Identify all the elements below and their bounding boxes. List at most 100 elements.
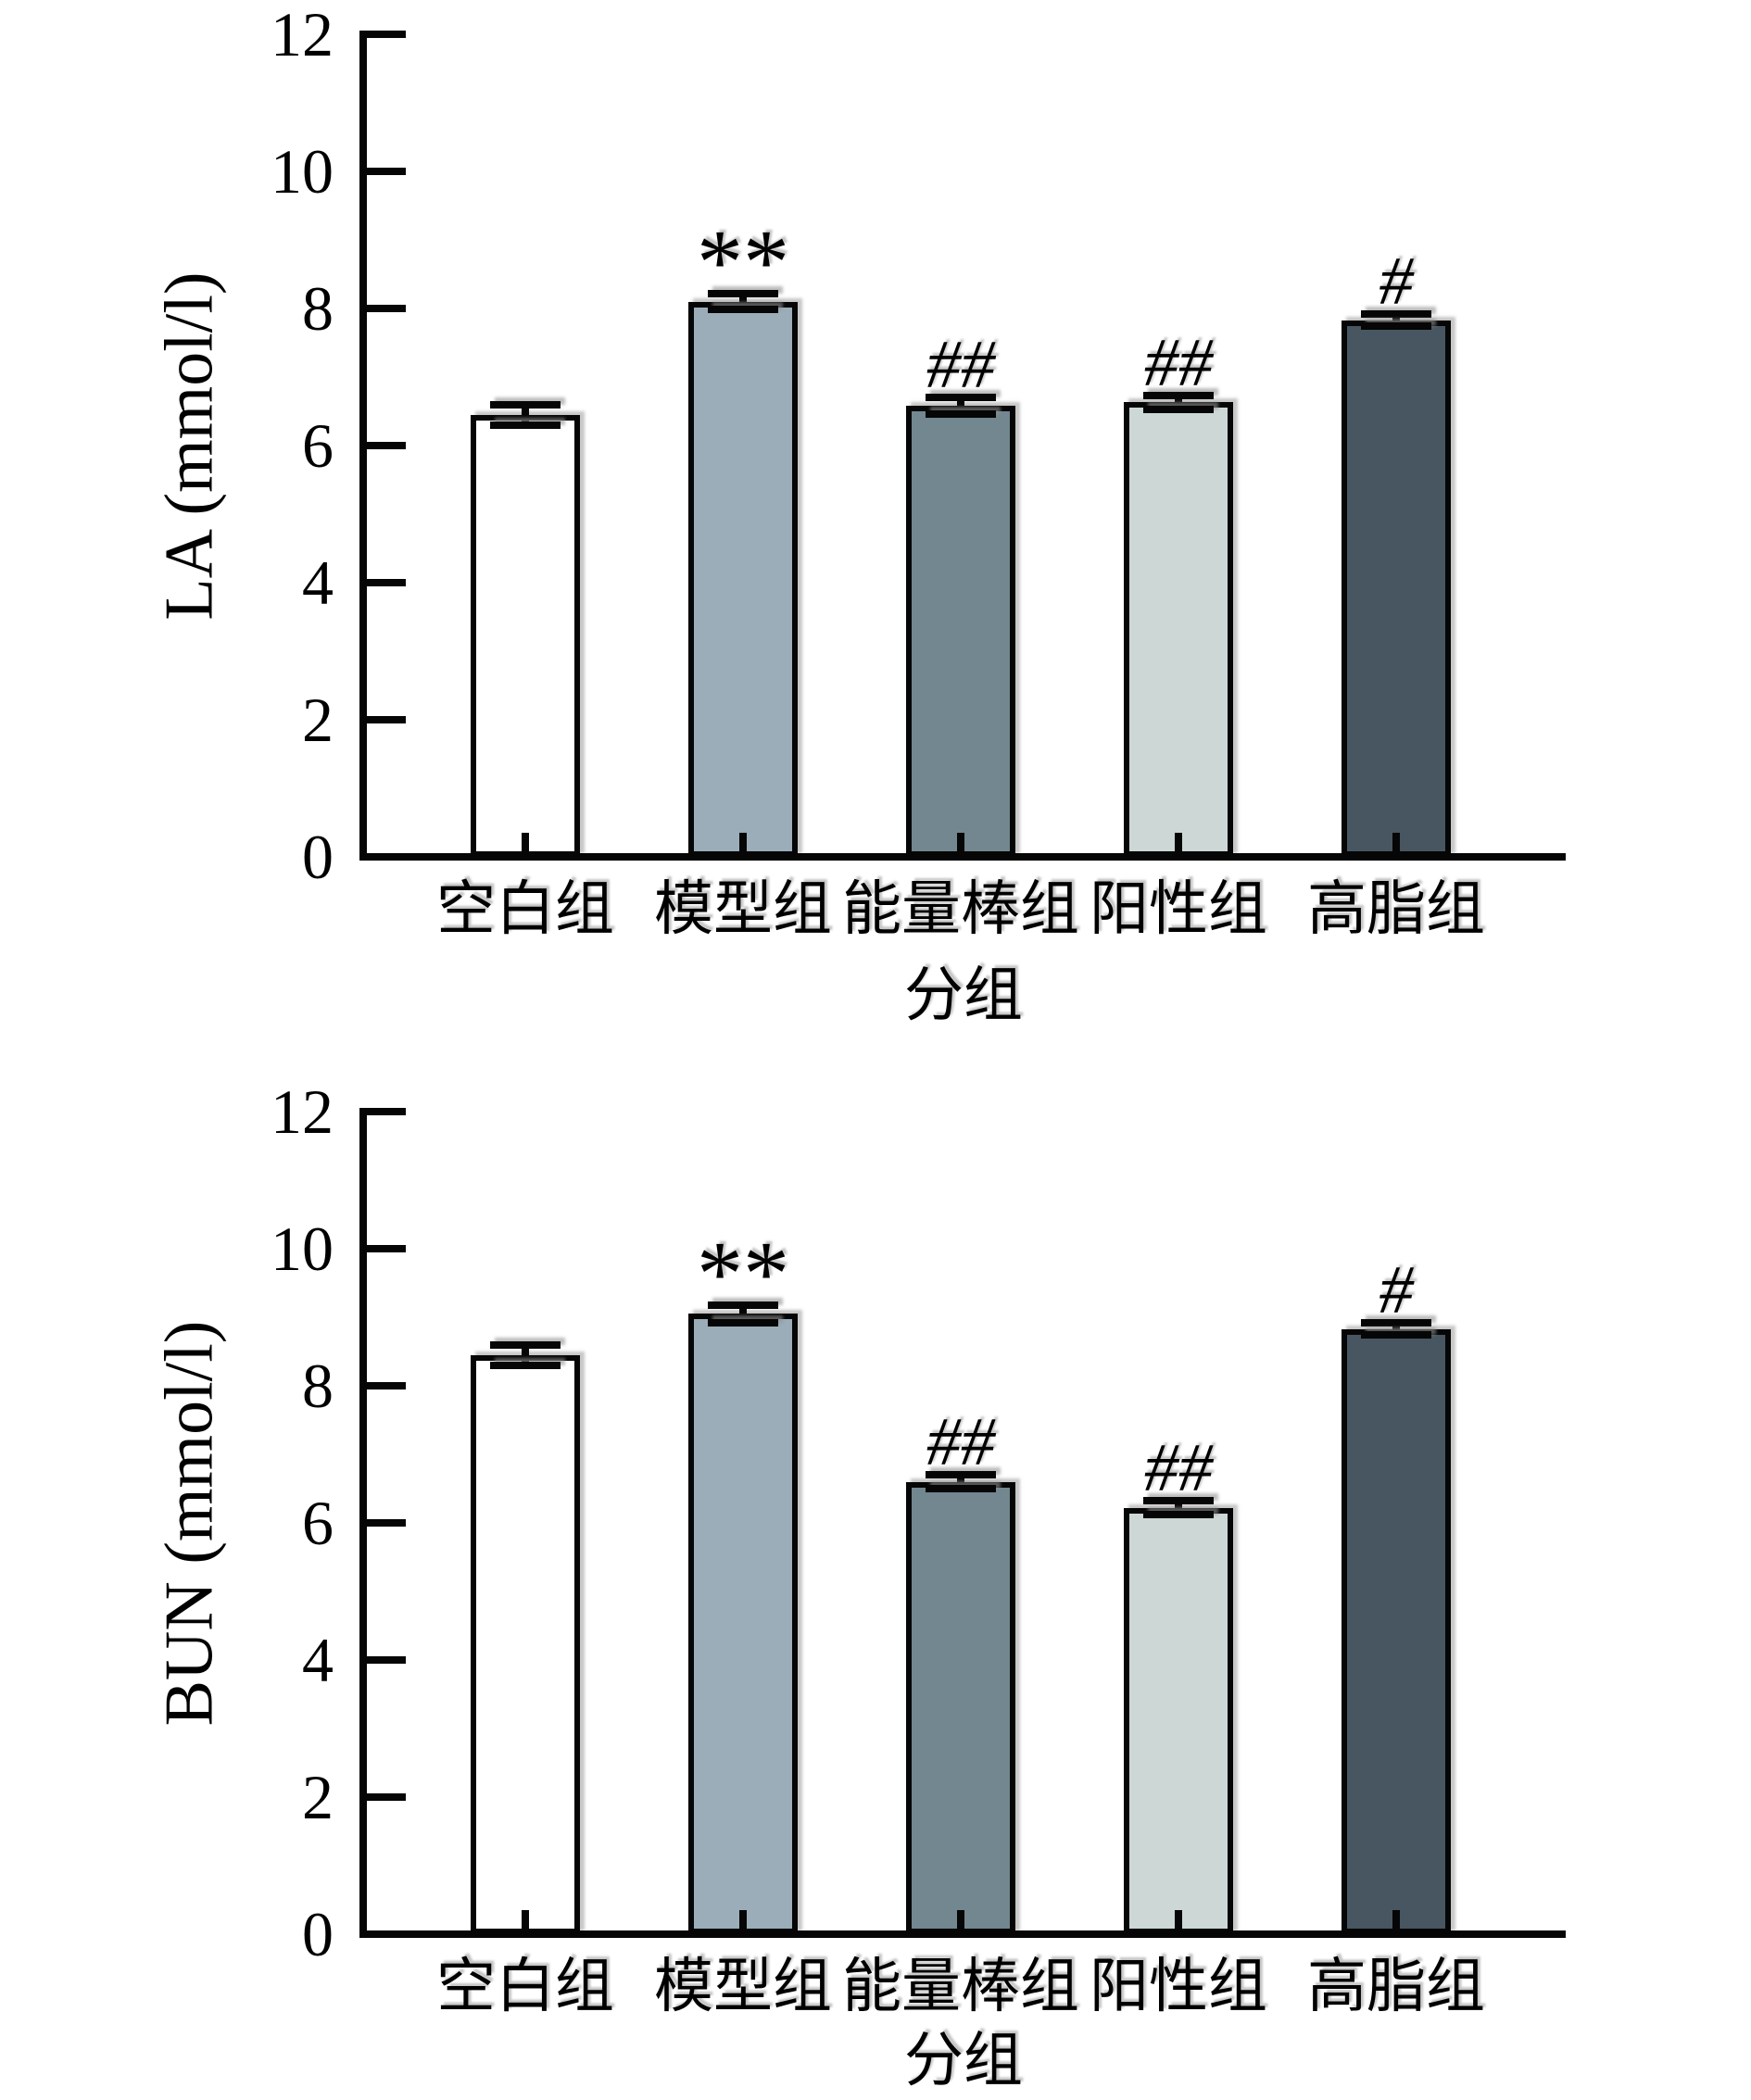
x-axis-title-top: 分组 (904, 962, 1023, 1028)
error-bar-cap-top-la-2 (926, 394, 996, 402)
error-bar-cap-top-bun-4 (1361, 1318, 1431, 1327)
error-bar-cap-bottom-bun-4 (1361, 1331, 1431, 1339)
x-tick-bun-2 (957, 1910, 964, 1930)
error-bar-line-la-0 (522, 404, 529, 425)
x-category-label-bun-3: 阳性组 (1090, 1954, 1267, 2019)
y-tick-label-bun: 6 (302, 1488, 334, 1558)
bar-la-1 (688, 301, 798, 857)
x-category-label-la-4: 高脂组 (1307, 876, 1485, 942)
error-bar-line-bun-0 (522, 1344, 529, 1365)
x-tick-la-4 (1392, 833, 1400, 853)
y-tick-la (367, 305, 406, 312)
error-bar-cap-top-la-3 (1143, 391, 1214, 399)
error-bar-cap-bottom-la-4 (1361, 322, 1431, 331)
bar-bun-0 (471, 1354, 580, 1934)
bar-la-3 (1124, 402, 1233, 857)
significance-annotation-la-4: # (1379, 243, 1414, 320)
x-tick-la-3 (1175, 833, 1182, 853)
y-tick-la (367, 31, 406, 38)
error-bar-line-la-3 (1175, 395, 1182, 409)
error-bar-line-la-1 (739, 293, 747, 310)
y-tick-label-la: 0 (302, 822, 334, 892)
y-tick-label-la: 12 (271, 0, 334, 69)
y-axis-line-bun (359, 1108, 367, 1938)
error-bar-cap-top-la-4 (1361, 309, 1431, 318)
error-bar-cap-top-la-0 (490, 400, 561, 409)
x-category-label-la-1: 模型组 (654, 876, 832, 942)
bar-la-2 (906, 406, 1015, 857)
x-tick-bun-0 (522, 1910, 529, 1930)
y-tick-la (367, 716, 406, 723)
error-bar-line-la-2 (957, 397, 964, 414)
x-tick-la-1 (739, 833, 747, 853)
y-tick-bun (367, 1382, 406, 1390)
x-category-label-la-2: 能量棒组 (842, 876, 1079, 942)
x-tick-bun-3 (1175, 1910, 1182, 1930)
y-tick-label-bun: 12 (271, 1076, 334, 1147)
y-tick-la (367, 579, 406, 586)
error-bar-cap-bottom-bun-2 (926, 1485, 996, 1492)
error-bar-line-bun-2 (957, 1475, 964, 1489)
y-tick-label-la: 10 (271, 136, 334, 207)
bar-la-0 (471, 414, 580, 857)
error-bar-line-bun-1 (739, 1304, 747, 1323)
y-tick-label-bun: 10 (271, 1213, 334, 1284)
y-tick-bun (367, 1108, 406, 1115)
y-tick-label-bun: 4 (302, 1625, 334, 1695)
y-tick-label-la: 8 (302, 273, 334, 344)
error-bar-cap-bottom-bun-0 (490, 1361, 561, 1369)
x-category-label-la-0: 空白组 (436, 876, 614, 942)
y-tick-label-la: 4 (302, 547, 334, 618)
y-tick-bun (367, 1245, 406, 1252)
significance-annotation-bun-3: ## (1144, 1430, 1213, 1507)
y-tick-bun (367, 1793, 406, 1801)
y-tick-label-la: 6 (302, 410, 334, 481)
bar-bun-3 (1124, 1507, 1233, 1934)
error-bar-cap-top-bun-2 (926, 1471, 996, 1479)
error-bar-cap-bottom-la-0 (490, 421, 561, 429)
significance-annotation-la-2: ## (926, 327, 995, 404)
error-bar-line-la-4 (1392, 313, 1400, 327)
error-bar-cap-bottom-la-1 (708, 306, 778, 314)
y-tick-bun (367, 1519, 406, 1527)
x-tick-bun-1 (739, 1910, 747, 1930)
x-category-label-bun-1: 模型组 (654, 1954, 832, 2019)
error-bar-cap-bottom-bun-3 (1143, 1511, 1214, 1519)
x-category-label-bun-2: 能量棒组 (842, 1954, 1079, 2019)
y-tick-bun (367, 1656, 406, 1664)
x-tick-la-2 (957, 833, 964, 853)
y-tick-label-la: 2 (302, 685, 334, 755)
bar-bun-2 (906, 1481, 1015, 1934)
x-axis-title-bottom: 分组 (904, 2028, 1023, 2094)
error-bar-cap-bottom-bun-1 (708, 1318, 778, 1327)
x-axis-line-la (359, 853, 1566, 861)
x-axis-line-bun (359, 1930, 1566, 1938)
error-bar-line-bun-4 (1392, 1322, 1400, 1336)
x-tick-bun-4 (1392, 1910, 1400, 1930)
bar-la-4 (1342, 320, 1451, 857)
significance-annotation-bun-4: # (1379, 1251, 1414, 1328)
x-category-label-bun-0: 空白组 (436, 1954, 614, 2019)
y-axis-line-la (359, 31, 367, 861)
error-bar-cap-top-bun-3 (1143, 1497, 1214, 1505)
y-tick-label-bun: 2 (302, 1762, 334, 1832)
error-bar-cap-top-bun-0 (490, 1340, 561, 1349)
x-category-label-bun-4: 高脂组 (1307, 1954, 1485, 2019)
x-category-label-la-3: 阳性组 (1090, 876, 1267, 942)
y-tick-label-bun: 0 (302, 1899, 334, 1969)
error-bar-cap-top-la-1 (708, 289, 778, 297)
error-bar-cap-top-bun-1 (708, 1301, 778, 1309)
y-tick-la (367, 168, 406, 175)
significance-annotation-la-3: ## (1144, 324, 1213, 401)
significance-annotation-bun-2: ## (926, 1404, 995, 1481)
error-bar-line-bun-3 (1175, 1501, 1182, 1515)
significance-annotation-la-1: ** (697, 209, 789, 313)
y-tick-label-bun: 8 (302, 1351, 334, 1421)
error-bar-cap-bottom-la-2 (926, 409, 996, 418)
significance-annotation-bun-1: ** (697, 1221, 789, 1325)
error-bar-cap-bottom-la-3 (1143, 405, 1214, 413)
x-tick-la-0 (522, 833, 529, 853)
bar-bun-4 (1342, 1328, 1451, 1934)
y-tick-la (367, 442, 406, 449)
